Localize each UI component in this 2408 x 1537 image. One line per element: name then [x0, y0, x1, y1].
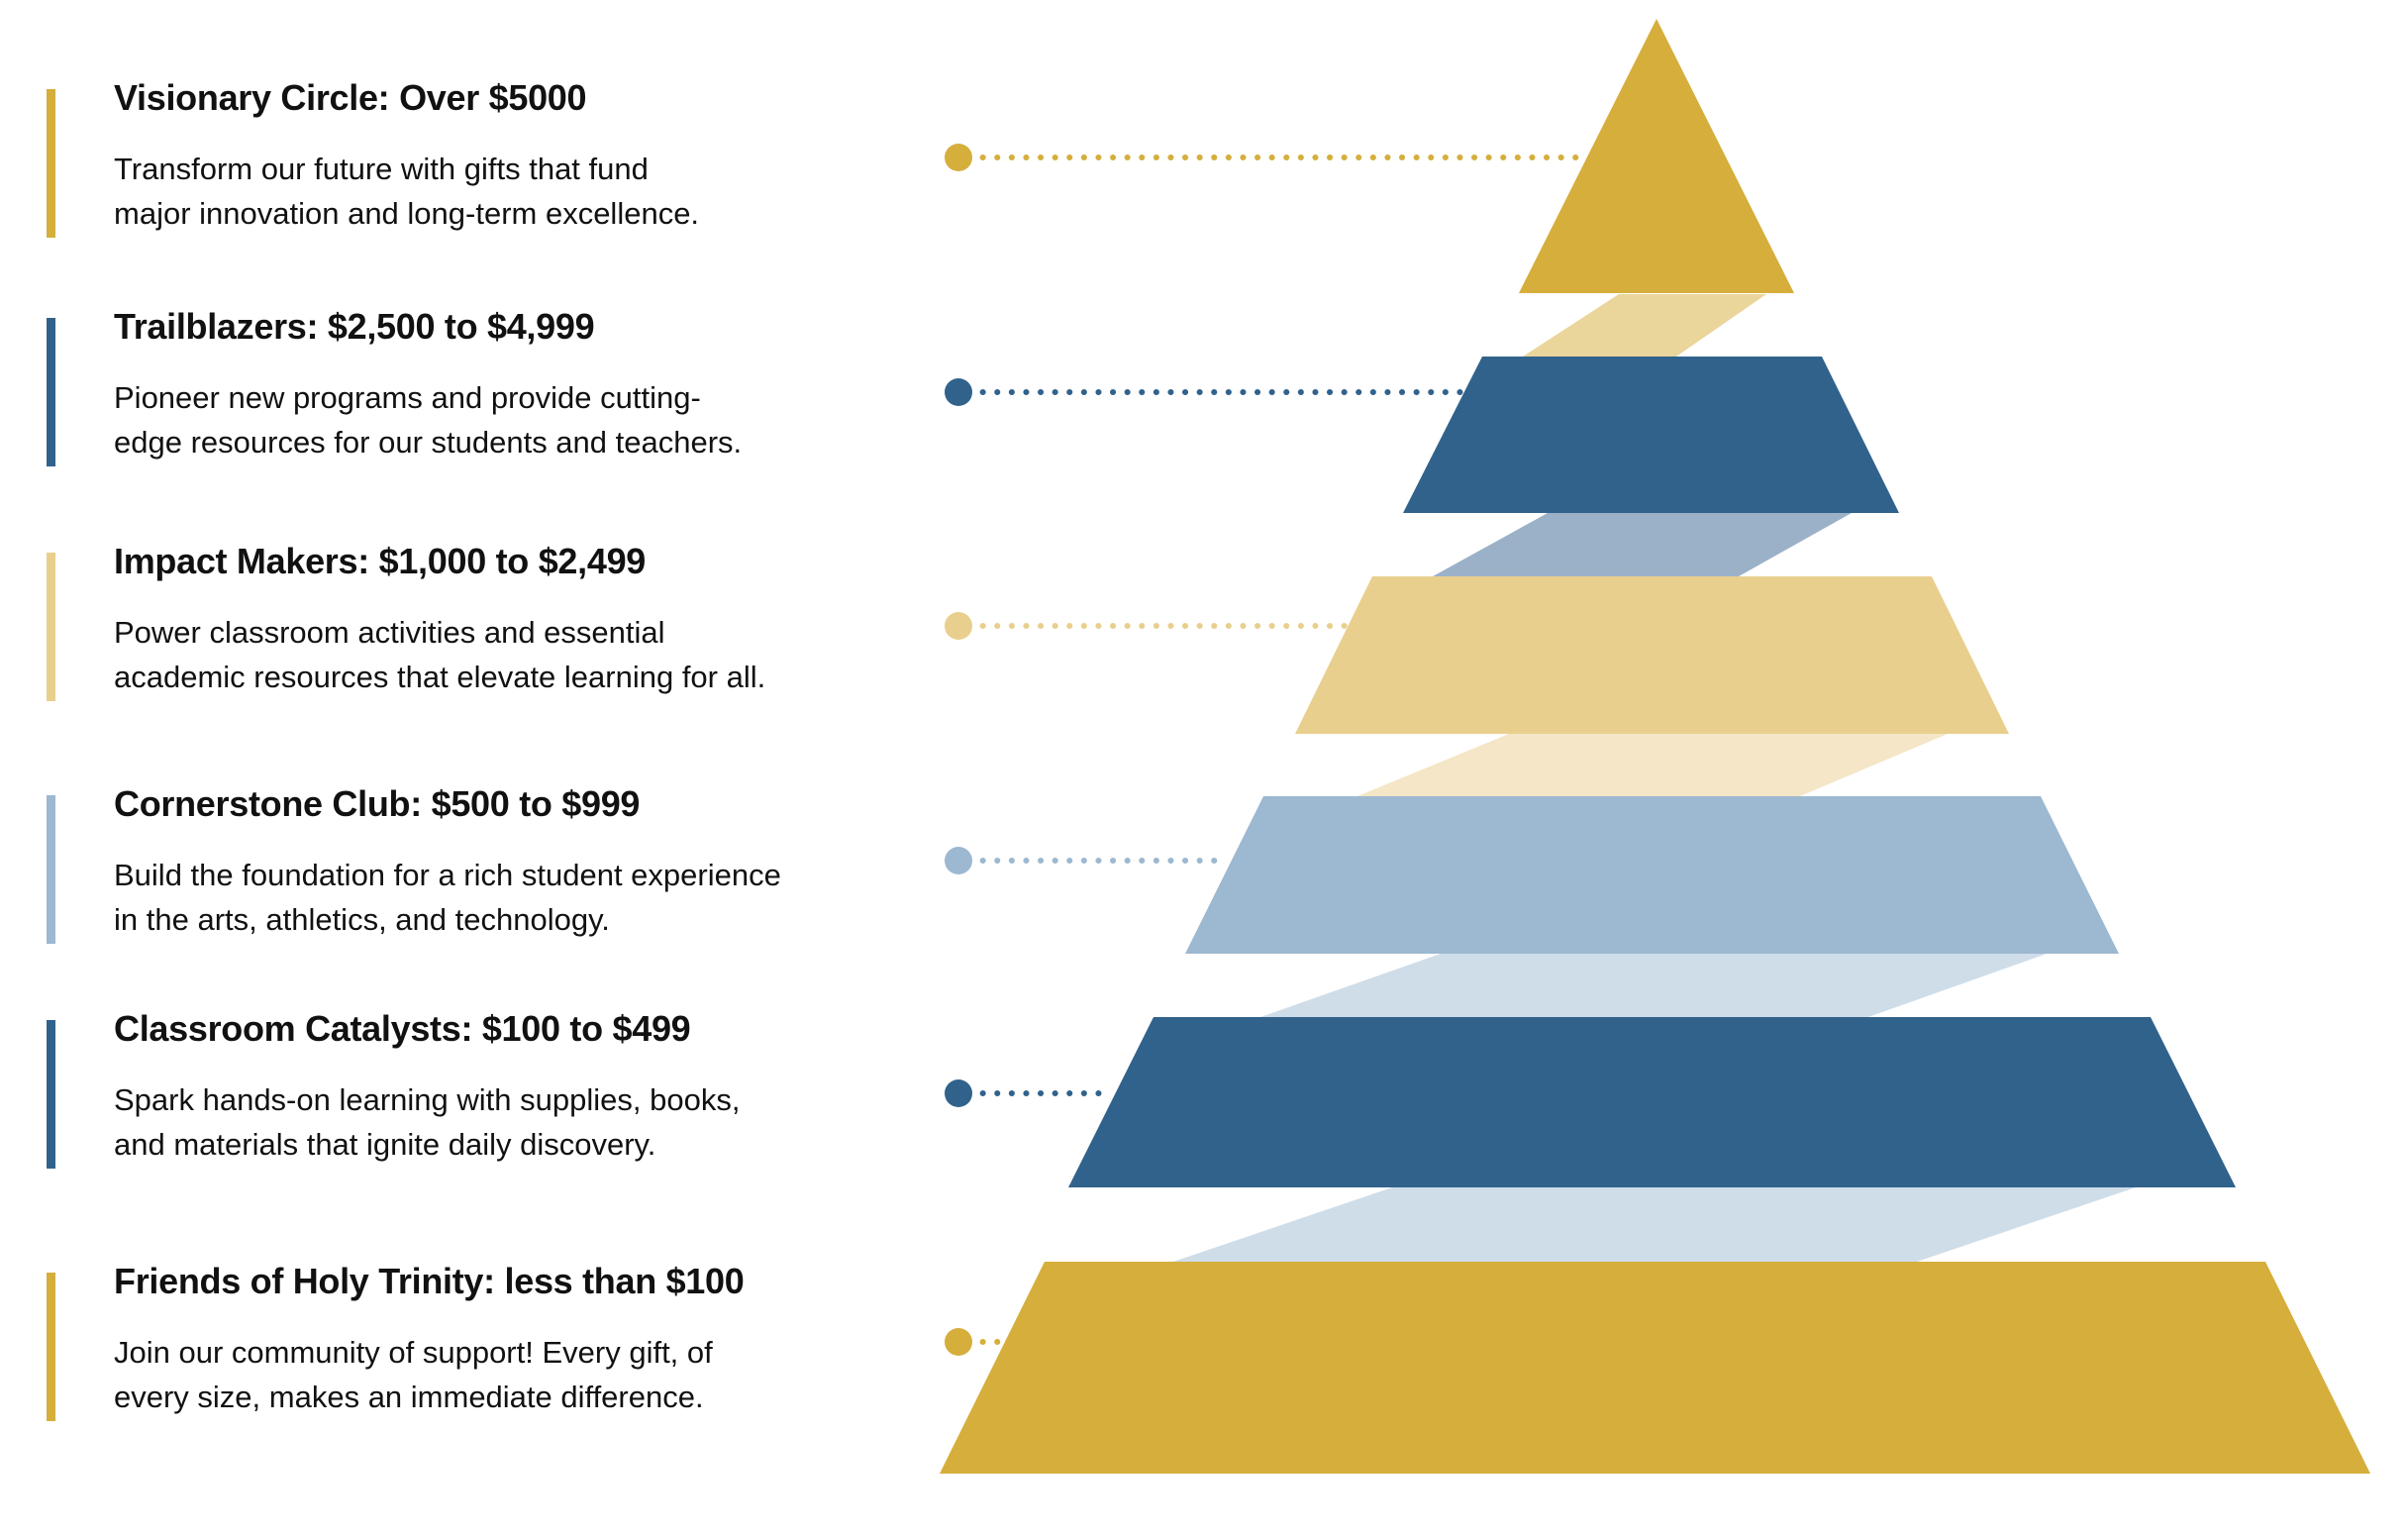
tier-heading: Cornerstone Club: $500 to $999	[114, 783, 641, 824]
tier-5: Classroom Catalysts: $100 to $499 Spark …	[0, 1008, 931, 1169]
tier-heading: Friends of Holy Trinity: less than $100	[114, 1261, 745, 1301]
tier-description-line: and materials that ignite daily discover…	[114, 1127, 656, 1162]
tier-description-line: Power classroom activities and essential	[114, 615, 665, 650]
leader-dot	[945, 612, 972, 640]
tier-description: Transform our future with gifts that fun…	[114, 147, 926, 236]
tier-4: Cornerstone Club: $500 to $999 Build the…	[0, 783, 931, 944]
tier-accent-bar	[47, 795, 55, 944]
tier-description: Pioneer new programs and provide cutting…	[114, 375, 926, 464]
tier-description: Spark hands-on learning with supplies, b…	[114, 1077, 926, 1167]
tier-1: Visionary Circle: Over $5000 Transform o…	[0, 77, 931, 238]
tier-description-line: edge resources for our students and teac…	[114, 425, 743, 460]
tier-description-line: academic resources that elevate learning…	[114, 660, 766, 694]
tier-accent-bar	[47, 553, 55, 701]
pyramid-level-3	[1295, 576, 2009, 734]
tier-heading: Classroom Catalysts: $100 to $499	[114, 1008, 691, 1049]
leader-dot	[945, 1079, 972, 1107]
tier-description-line: every size, makes an immediate differenc…	[114, 1380, 704, 1414]
leader-dot	[945, 847, 972, 874]
tier-accent-bar	[47, 1020, 55, 1169]
pyramid-connector-4	[1260, 954, 2047, 1017]
pyramid-connector-3	[1357, 734, 1948, 796]
pyramid-level-6	[940, 1262, 2370, 1474]
tier-description: Build the foundation for a rich student …	[114, 853, 926, 942]
tier-6: Friends of Holy Trinity: less than $100 …	[0, 1261, 931, 1421]
tier-description-line: Join our community of support! Every gif…	[114, 1335, 713, 1370]
tier-accent-bar	[47, 318, 55, 466]
tier-3: Impact Makers: $1,000 to $2,499 Power cl…	[0, 541, 931, 701]
tier-heading: Impact Makers: $1,000 to $2,499	[114, 541, 647, 581]
tier-heading: Trailblazers: $2,500 to $4,999	[114, 306, 595, 347]
tier-description-line: in the arts, athletics, and technology.	[114, 902, 610, 937]
pyramid-level-4	[1185, 796, 2119, 954]
pyramid-connector-5	[1173, 1187, 2136, 1262]
pyramid-level-1	[1519, 19, 1794, 293]
tier-accent-bar	[47, 89, 55, 238]
tier-2: Trailblazers: $2,500 to $4,999 Pioneer n…	[0, 306, 931, 466]
leader-dot	[945, 144, 972, 171]
pyramid-connector-2	[1433, 513, 1852, 576]
tier-description: Join our community of support! Every gif…	[114, 1330, 926, 1419]
tier-description-line: major innovation and long-term excellenc…	[114, 196, 700, 231]
tier-heading: Visionary Circle: Over $5000	[114, 77, 587, 118]
pyramid-connector-1	[1523, 294, 1766, 357]
tier-description-line: Pioneer new programs and provide cutting…	[114, 380, 701, 415]
tier-description-line: Transform our future with gifts that fun…	[114, 152, 649, 186]
tier-description-line: Spark hands-on learning with supplies, b…	[114, 1082, 741, 1117]
leader-dot	[945, 1328, 972, 1356]
pyramid-level-2	[1403, 357, 1899, 513]
pyramid-level-5	[1068, 1017, 2236, 1187]
leader-dot	[945, 378, 972, 406]
tier-description-line: Build the foundation for a rich student …	[114, 858, 781, 892]
tier-description: Power classroom activities and essential…	[114, 610, 926, 699]
tier-accent-bar	[47, 1273, 55, 1421]
